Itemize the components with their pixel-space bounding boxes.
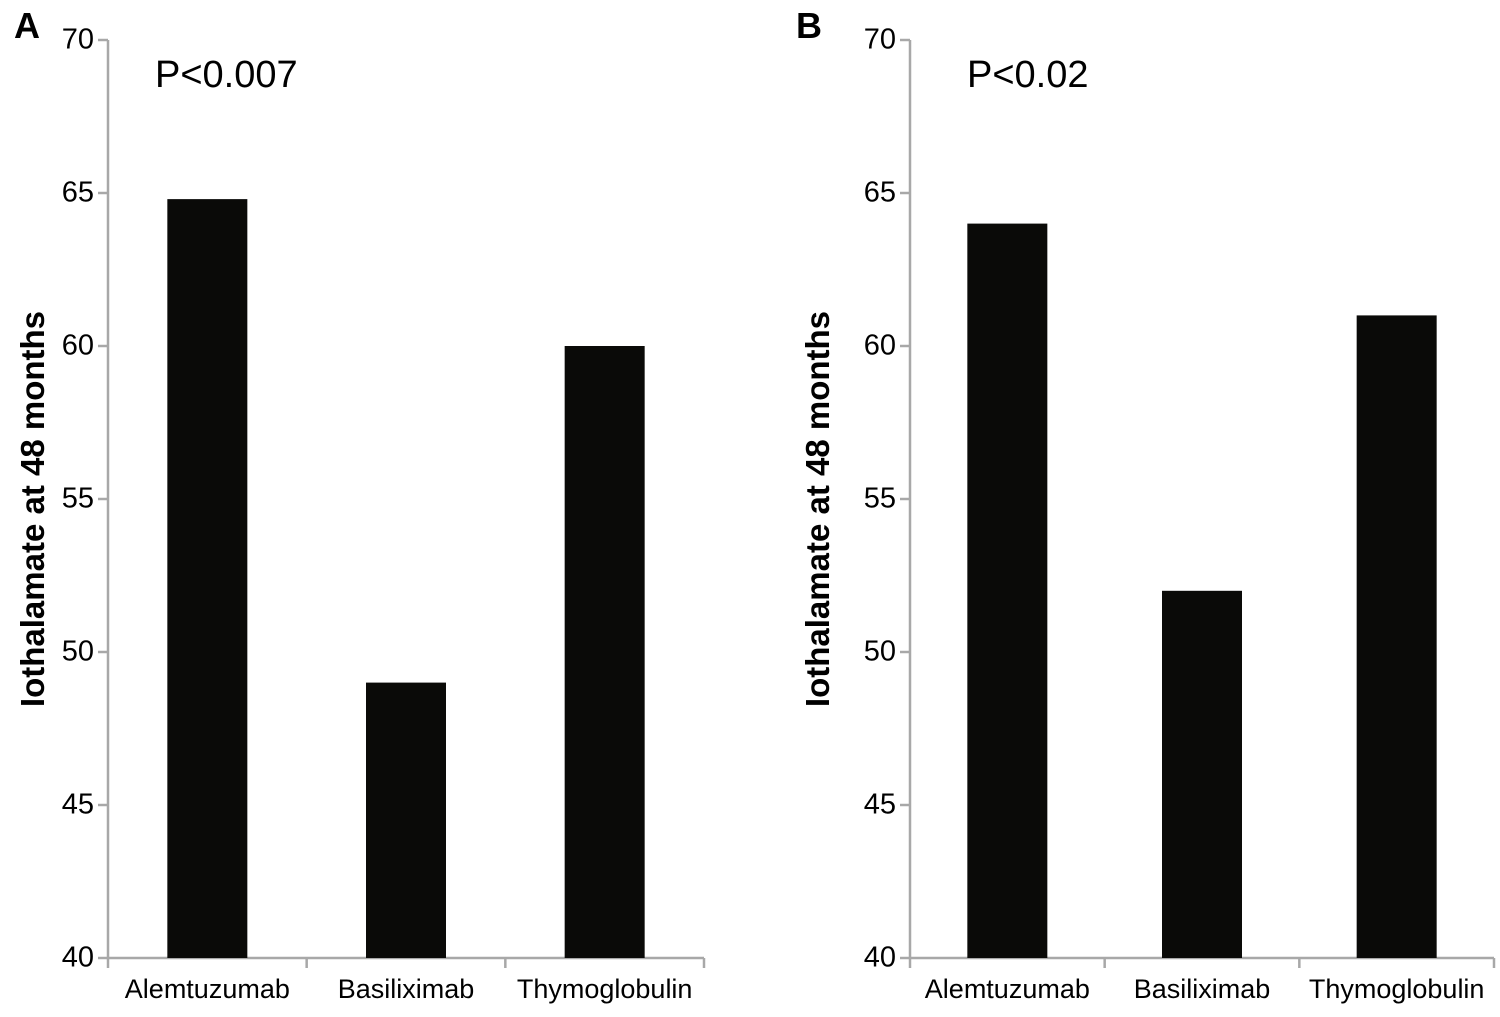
y-tick-label: 50 bbox=[863, 635, 896, 668]
x-category-label: Basiliximab bbox=[1133, 974, 1271, 1004]
y-tick-label: 60 bbox=[61, 329, 94, 362]
x-category-label: Thymoglobulin bbox=[516, 974, 693, 1004]
y-tick-label: 50 bbox=[61, 635, 94, 668]
bar-thymoglobulin bbox=[564, 346, 645, 958]
y-tick-label: 45 bbox=[61, 788, 94, 821]
y-tick-label: 55 bbox=[863, 482, 896, 515]
panel-letter: B bbox=[796, 5, 822, 46]
bar-basiliximab bbox=[366, 682, 446, 958]
y-tick-label: 40 bbox=[863, 941, 896, 974]
bar-alemtuzumab bbox=[967, 223, 1048, 959]
y-tick-label: 70 bbox=[863, 23, 896, 56]
panel-letter: A bbox=[14, 5, 40, 46]
x-category-label: Basiliximab bbox=[337, 974, 475, 1004]
x-category-label: Alemtuzumab bbox=[924, 974, 1090, 1004]
chart-canvas bbox=[900, 38, 1496, 968]
x-category-label: Thymoglobulin bbox=[1308, 974, 1485, 1004]
y-tick-label: 40 bbox=[61, 941, 94, 974]
chart-canvas bbox=[98, 38, 706, 968]
panel-a: A Iothalamate at 48 months P<0.007 40 45 5… bbox=[14, 5, 706, 1004]
y-tick-label: 70 bbox=[61, 23, 94, 56]
panel-b: B Iothalamate at 48 months P<0.02 40 45 50… bbox=[750, 0, 1500, 1017]
bar-thymoglobulin bbox=[1356, 315, 1437, 958]
bar-basiliximab bbox=[1162, 590, 1242, 958]
y-tick-label: 60 bbox=[863, 329, 896, 362]
y-tick-label: 65 bbox=[863, 176, 896, 209]
bar-alemtuzumab bbox=[167, 199, 248, 958]
p-value-annotation: P<0.02 bbox=[967, 54, 1089, 96]
x-category-label: Alemtuzumab bbox=[124, 974, 290, 1004]
y-tick-label: 65 bbox=[61, 176, 94, 209]
p-value-annotation: P<0.007 bbox=[155, 54, 298, 96]
y-tick-label: 55 bbox=[61, 482, 94, 515]
y-tick-label: 45 bbox=[863, 788, 896, 821]
